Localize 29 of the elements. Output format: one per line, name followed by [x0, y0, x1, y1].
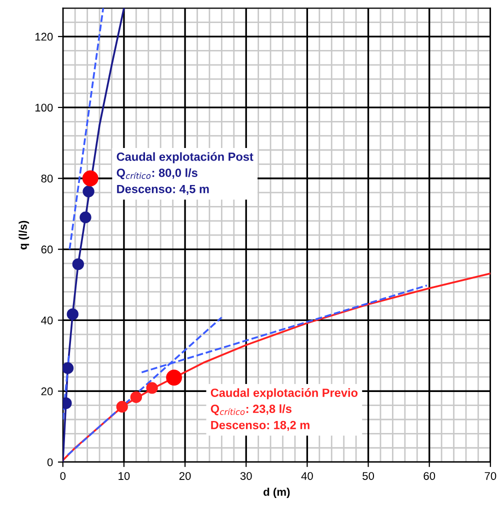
x-tick-label: 10 — [118, 472, 130, 480]
y-tick-label: 80 — [41, 174, 53, 183]
x-tick-label: 50 — [362, 472, 374, 480]
x-tick-label: 30 — [240, 472, 252, 480]
x-axis-title: d (m) — [264, 488, 290, 498]
y-tick-label: 100 — [35, 104, 53, 112]
x-tick-label: 60 — [424, 472, 436, 480]
y-tick-label: 120 — [35, 32, 53, 41]
point — [166, 370, 182, 386]
y-tick-label: 20 — [41, 387, 53, 396]
x-tick-label: 70 — [484, 472, 496, 480]
point — [82, 170, 98, 186]
point — [146, 382, 158, 394]
point — [66, 308, 78, 320]
x-tick-label: 0 — [60, 472, 66, 480]
y-tick-label: 0 — [47, 458, 53, 466]
annotation: Caudal explotación Previo Q$_{crítico}$: 23,8 l/s Descenso: 18,2 m — [210, 388, 358, 431]
point — [72, 258, 84, 270]
point — [130, 391, 142, 404]
point — [82, 186, 94, 198]
x-tick-label: 40 — [301, 472, 313, 480]
point — [62, 362, 74, 374]
y-tick-label: 40 — [41, 316, 53, 324]
y-axis-title: q (l/s) — [18, 220, 30, 250]
point — [116, 400, 128, 413]
y-tick-label: 60 — [41, 246, 53, 254]
x-tick-label: 20 — [179, 472, 191, 480]
point — [80, 212, 92, 224]
annotation: Caudal explotación Post Q$_{crítico}$: 80,0 l/s Descenso: 4,5 m — [116, 152, 254, 195]
